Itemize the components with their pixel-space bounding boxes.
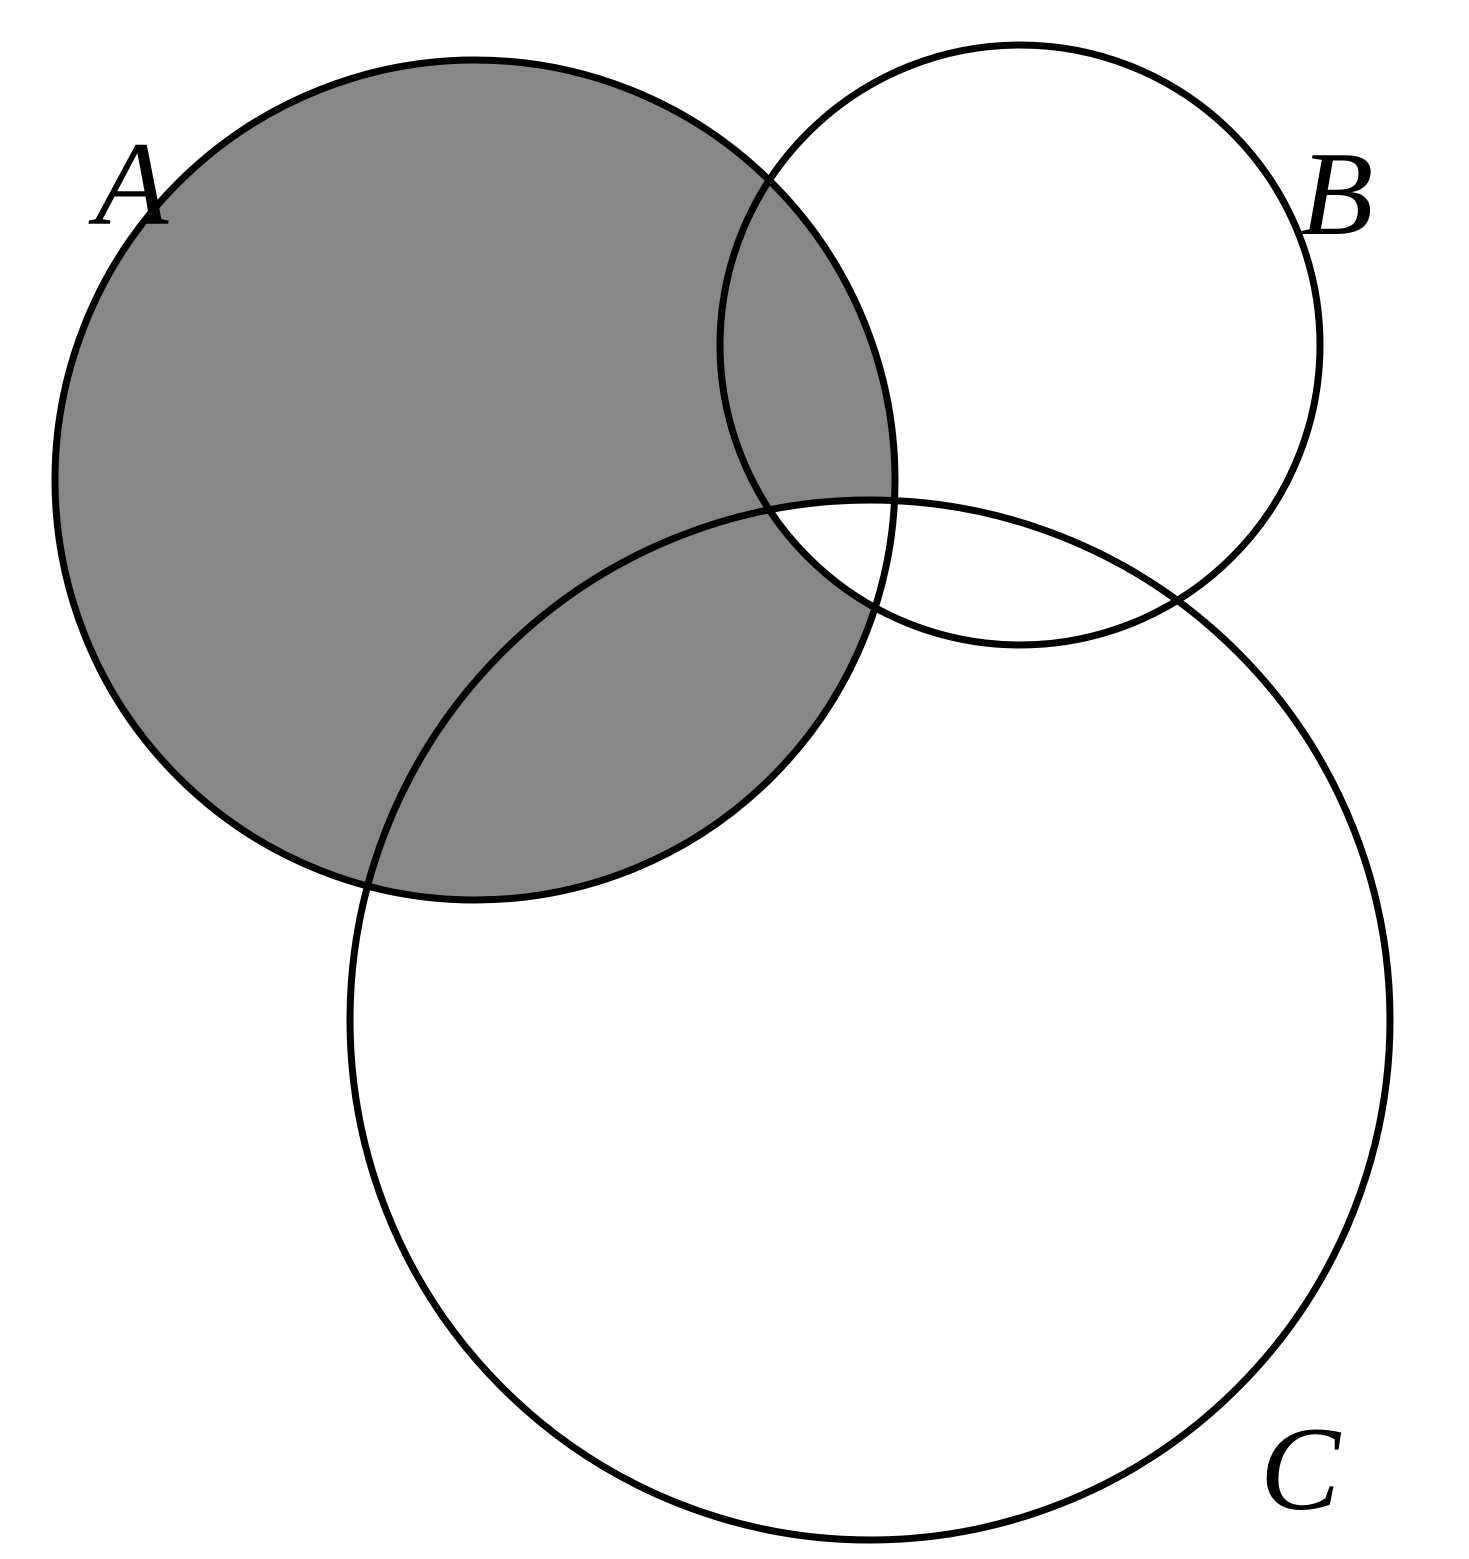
label-a: A	[95, 115, 168, 253]
label-b: B	[1300, 125, 1373, 263]
label-c: C	[1260, 1400, 1340, 1538]
venn-diagram	[0, 0, 1469, 1559]
